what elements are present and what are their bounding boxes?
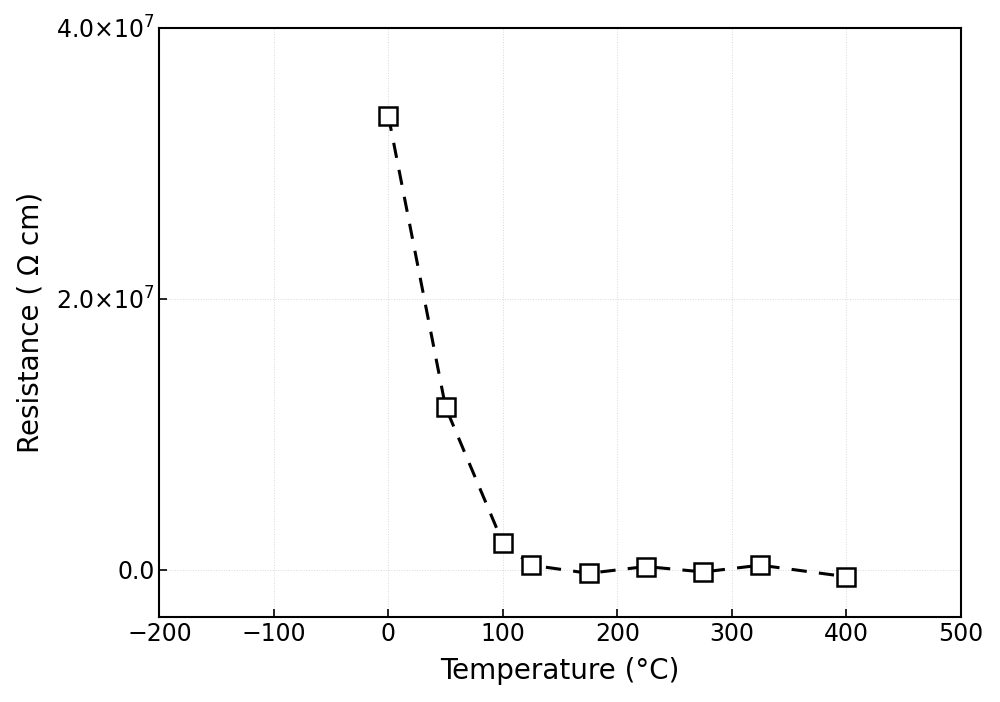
X-axis label: Temperature (°C): Temperature (°C) [440, 657, 680, 685]
Y-axis label: Resistance ( Ω cm): Resistance ( Ω cm) [17, 192, 45, 453]
